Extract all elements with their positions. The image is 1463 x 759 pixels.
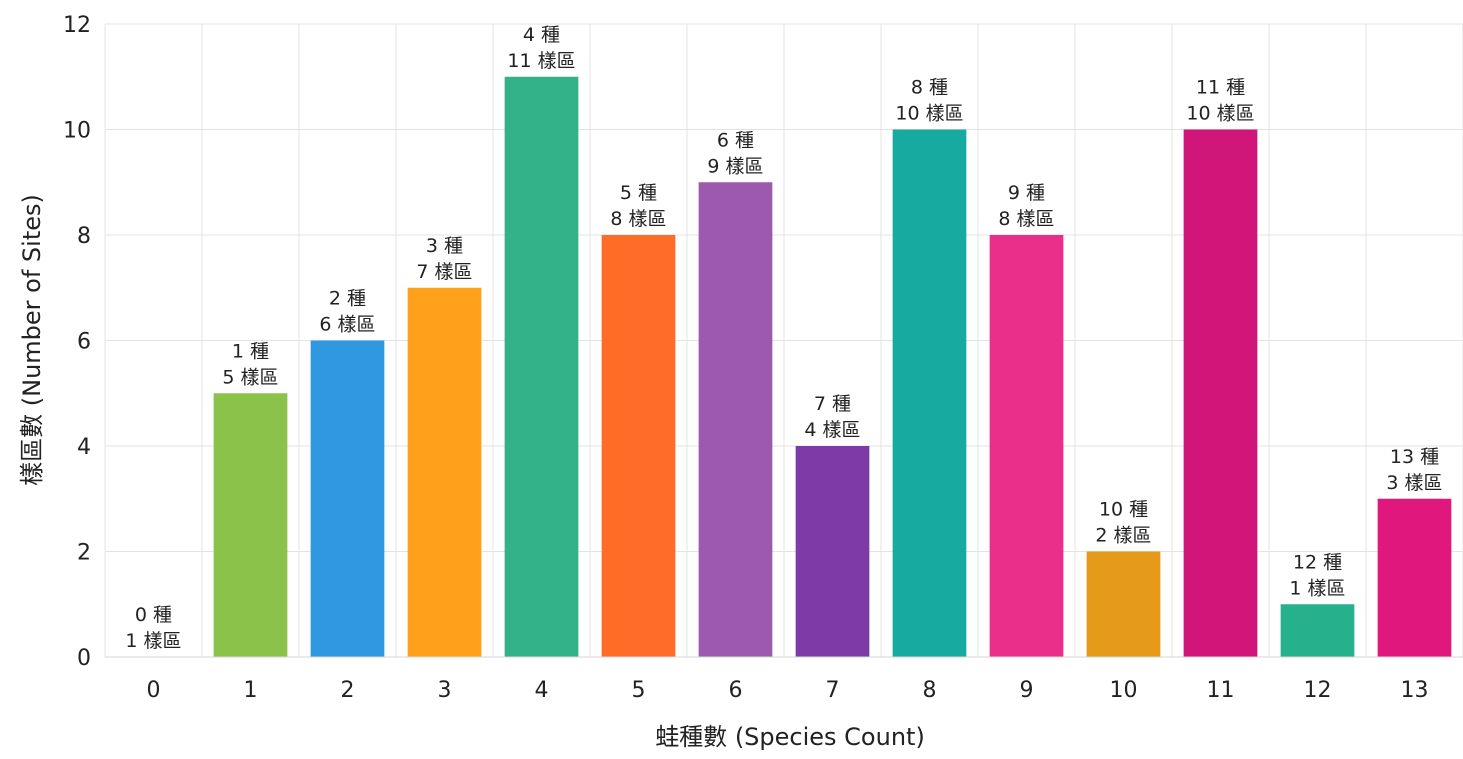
x-tick-label: 9	[1020, 678, 1034, 703]
y-tick-label: 0	[77, 646, 91, 671]
x-tick-label: 8	[923, 678, 937, 703]
data-label-sites: 10 樣區	[1186, 103, 1254, 125]
x-tick-label: 13	[1401, 678, 1429, 703]
data-label-layer: 1 樣區 0 種 5 樣區 1 種 6 樣區 2 種 7 樣區 3 種 11 樣區 4 種 8 樣區…	[125, 24, 1442, 652]
y-tick-label: 2	[77, 541, 91, 566]
data-label-species: 4 種	[523, 24, 560, 46]
data-label-species: 1 種	[232, 340, 269, 362]
data-label-species: 9 種	[1008, 182, 1045, 204]
bar	[989, 235, 1064, 657]
data-label-sites: 1 樣區	[125, 630, 181, 652]
y-axis-title: 樣區數 (Number of Sites)	[18, 194, 46, 486]
data-label-species: 10 種	[1099, 499, 1148, 521]
y-tick-label: 6	[77, 330, 91, 355]
data-label-sites: 10 樣區	[895, 103, 963, 125]
data-label-species: 3 種	[426, 235, 463, 257]
bar	[213, 393, 288, 657]
data-label-sites: 1 樣區	[1289, 577, 1345, 599]
x-tick-label: 5	[632, 678, 646, 703]
data-label-species: 7 種	[814, 393, 851, 415]
data-label-species: 8 種	[911, 77, 948, 99]
bar	[795, 446, 870, 657]
y-tick-label: 8	[77, 224, 91, 249]
data-label-species: 2 種	[329, 288, 366, 310]
data-label-sites: 7 樣區	[416, 261, 472, 283]
bar	[892, 129, 967, 657]
x-tick-label: 7	[826, 678, 840, 703]
data-label-species: 5 種	[620, 182, 657, 204]
data-label-sites: 5 樣區	[222, 366, 278, 388]
y-tick-label: 12	[63, 13, 91, 38]
bar	[1086, 551, 1161, 657]
x-tick-label: 4	[535, 678, 549, 703]
data-label-species: 6 種	[717, 129, 754, 151]
bar-layer	[213, 76, 1452, 657]
data-label-sites: 2 樣區	[1095, 525, 1151, 547]
bar	[1280, 604, 1355, 657]
data-label-sites: 6 樣區	[319, 314, 375, 336]
x-axis-title: 蛙種數 (Species Count)	[655, 723, 925, 751]
x-tick-label: 12	[1304, 678, 1332, 703]
y-tick-label: 10	[63, 119, 91, 144]
bar	[310, 340, 385, 657]
x-tick-label: 0	[147, 678, 161, 703]
bar	[601, 235, 676, 657]
data-label-species: 12 種	[1293, 551, 1342, 573]
data-label-species: 0 種	[135, 604, 172, 626]
x-tick-label: 2	[341, 678, 355, 703]
data-label-sites: 4 樣區	[804, 419, 860, 441]
data-label-sites: 11 樣區	[507, 50, 575, 72]
bar	[504, 76, 579, 657]
bar	[407, 287, 482, 657]
x-tick-label: 1	[244, 678, 258, 703]
data-label-species: 11 種	[1196, 77, 1245, 99]
x-tick-label: 10	[1110, 678, 1138, 703]
bar	[1377, 498, 1452, 657]
bar	[1183, 129, 1258, 657]
bar	[698, 182, 773, 657]
data-label-species: 13 種	[1390, 446, 1439, 468]
x-tick-label: 11	[1207, 678, 1235, 703]
y-tick-label: 4	[77, 435, 91, 460]
x-tick-label: 6	[729, 678, 743, 703]
data-label-sites: 8 樣區	[610, 208, 666, 230]
data-label-sites: 3 樣區	[1386, 472, 1442, 494]
x-tick-label: 3	[438, 678, 452, 703]
grid-layer	[104, 23, 1463, 658]
axis-layer: 蛙種數 (Species Count) 樣區數 (Number of Sites…	[18, 13, 1463, 751]
data-label-sites: 8 樣區	[998, 208, 1054, 230]
data-label-sites: 9 樣區	[707, 155, 763, 177]
